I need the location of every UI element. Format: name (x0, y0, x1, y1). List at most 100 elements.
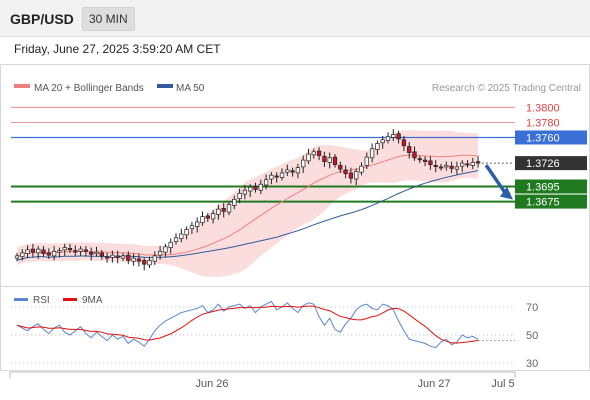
candle-body (396, 133, 401, 140)
candle-body (163, 246, 168, 253)
candle-body (338, 165, 343, 170)
candle-body (311, 151, 316, 156)
rsi-tick-70: 70 (526, 302, 538, 314)
candle-body (73, 250, 78, 253)
candle-body (216, 208, 221, 215)
candle-body (142, 260, 147, 265)
candle-body (465, 163, 470, 166)
candle-body (263, 179, 269, 186)
ma50-legend-label: MA 50 (176, 83, 205, 94)
candle-body (364, 156, 369, 166)
candle-body (359, 165, 364, 173)
candle-body (168, 241, 173, 248)
candle-body (327, 157, 332, 163)
time-axis: Jun 26 Jun 27 Jul 5 (9, 371, 516, 390)
candle-body (417, 158, 422, 161)
candle-body (46, 252, 51, 256)
candle-body (343, 169, 348, 175)
rsi-legend-label: RSI (33, 295, 50, 306)
candle-body (454, 166, 460, 170)
candle-body (200, 216, 205, 224)
level-label-1.3726: 1.3726 (526, 158, 560, 170)
candle-body (316, 150, 322, 156)
symbol-label: GBP/USD (10, 11, 74, 27)
level-tag-1.3760 (515, 130, 587, 145)
ma50-legend-swatch (157, 84, 173, 88)
candle-body (475, 161, 481, 164)
candle-body (115, 255, 120, 258)
candle-body (258, 183, 263, 191)
candle-body (248, 186, 253, 192)
candle-body (147, 260, 152, 266)
candle-body (269, 174, 274, 180)
candle-body (380, 139, 385, 144)
rsi-ma-legend-label: 9MA (82, 295, 103, 306)
current-price-tag (515, 156, 587, 171)
source-credit: Research © 2025 Trading Central (432, 83, 581, 94)
rsi-tick-50: 50 (526, 330, 538, 342)
level-tag-1.3695 (515, 179, 587, 194)
candle-body (20, 252, 25, 257)
candle-body (444, 165, 449, 168)
projection-arrow-head (500, 186, 513, 200)
candle-body (51, 251, 57, 257)
datetime-label: Friday, June 27, 2025 3:59:20 AM CET (14, 42, 221, 56)
candle-body (83, 249, 89, 252)
candle-body (104, 256, 110, 259)
candle-body (120, 255, 126, 259)
candle-body (306, 153, 311, 162)
level-label-1.3675: 1.3675 (526, 197, 560, 209)
candle-body (89, 251, 94, 255)
candle-body (226, 204, 232, 213)
candle-body (460, 162, 465, 167)
rsi-chart[interactable]: RSI 9MA 70 50 30 (1, 287, 590, 372)
level-label-1.3780: 1.3780 (526, 117, 560, 129)
price-chart[interactable]: MA 20 + Bollinger Bands MA 50 Research ©… (1, 65, 590, 288)
candle-body (62, 247, 67, 251)
candle-body (285, 169, 290, 173)
x-tick-jul-5: Jul 5 (491, 378, 514, 390)
candle-body (401, 139, 407, 147)
rsi-line (16, 300, 479, 349)
candle-body (407, 146, 412, 153)
rsi-panel: RSI 9MA 70 50 30 (0, 286, 590, 371)
top-bar: GBP/USD 30 MIN (0, 0, 590, 37)
candle-body (433, 165, 438, 167)
ma20-legend-swatch (14, 84, 30, 88)
candle-body (232, 198, 237, 206)
rsi-legend-swatch (14, 298, 28, 301)
candle-body (470, 162, 475, 166)
candle-body (237, 192, 242, 199)
candle-body (295, 167, 301, 174)
rsi-tick-30: 30 (526, 358, 538, 370)
candle-body (210, 213, 216, 220)
candle-body (332, 156, 338, 165)
candle-body (99, 252, 104, 257)
rsi-ma-line (16, 305, 479, 344)
candle-body (67, 247, 73, 251)
candle-body (375, 143, 380, 150)
candle-body (110, 254, 115, 258)
candle-body (385, 136, 391, 141)
candle-body (152, 255, 157, 262)
candle-body (41, 249, 46, 254)
candle-body (131, 257, 136, 262)
candle-body (242, 189, 248, 195)
candle-body (57, 250, 62, 253)
candle-body (412, 151, 417, 159)
candle-body (126, 254, 131, 261)
candle-body (279, 172, 285, 178)
projection-arrow-shaft (484, 164, 509, 197)
candle-body (422, 159, 428, 162)
candle-body (78, 248, 83, 252)
timeframe-button[interactable]: 30 MIN (82, 7, 135, 31)
level-label-1.3800: 1.3800 (526, 102, 560, 114)
candle-body (274, 175, 279, 178)
price-panel: MA 20 + Bollinger Bands MA 50 Research ©… (0, 64, 590, 287)
rsi-ma-legend-swatch (63, 298, 77, 301)
candle-body (25, 249, 30, 254)
candle-body (391, 134, 396, 138)
candle-body (36, 248, 41, 254)
level-label-1.3695: 1.3695 (526, 182, 560, 194)
candle-body (449, 165, 454, 169)
